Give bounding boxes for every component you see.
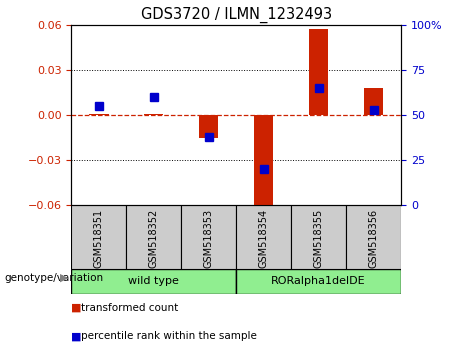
Text: percentile rank within the sample: percentile rank within the sample xyxy=(81,331,257,341)
Text: GSM518353: GSM518353 xyxy=(204,209,214,268)
Bar xyxy=(144,114,164,115)
Bar xyxy=(126,205,181,269)
Text: wild type: wild type xyxy=(129,276,179,286)
Text: transformed count: transformed count xyxy=(81,303,178,313)
Text: ■: ■ xyxy=(71,303,82,313)
Bar xyxy=(236,269,401,294)
Text: RORalpha1delDE: RORalpha1delDE xyxy=(272,276,366,286)
Text: ▶: ▶ xyxy=(60,273,68,283)
Text: GSM518356: GSM518356 xyxy=(369,209,378,268)
Bar xyxy=(181,205,236,269)
Bar xyxy=(236,205,291,269)
Text: genotype/variation: genotype/variation xyxy=(5,273,104,283)
Bar xyxy=(309,29,328,115)
Text: GSM518355: GSM518355 xyxy=(313,209,324,268)
Text: GSM518354: GSM518354 xyxy=(259,209,269,268)
Title: GDS3720 / ILMN_1232493: GDS3720 / ILMN_1232493 xyxy=(141,7,332,23)
Text: GSM518351: GSM518351 xyxy=(94,209,104,268)
Bar xyxy=(254,115,273,210)
Text: GSM518352: GSM518352 xyxy=(149,209,159,268)
Bar xyxy=(71,205,126,269)
Bar xyxy=(346,205,401,269)
Bar xyxy=(89,114,108,115)
Bar xyxy=(71,269,236,294)
Bar xyxy=(364,88,383,115)
Text: ■: ■ xyxy=(71,331,82,341)
Bar xyxy=(291,205,346,269)
Bar xyxy=(199,115,219,138)
